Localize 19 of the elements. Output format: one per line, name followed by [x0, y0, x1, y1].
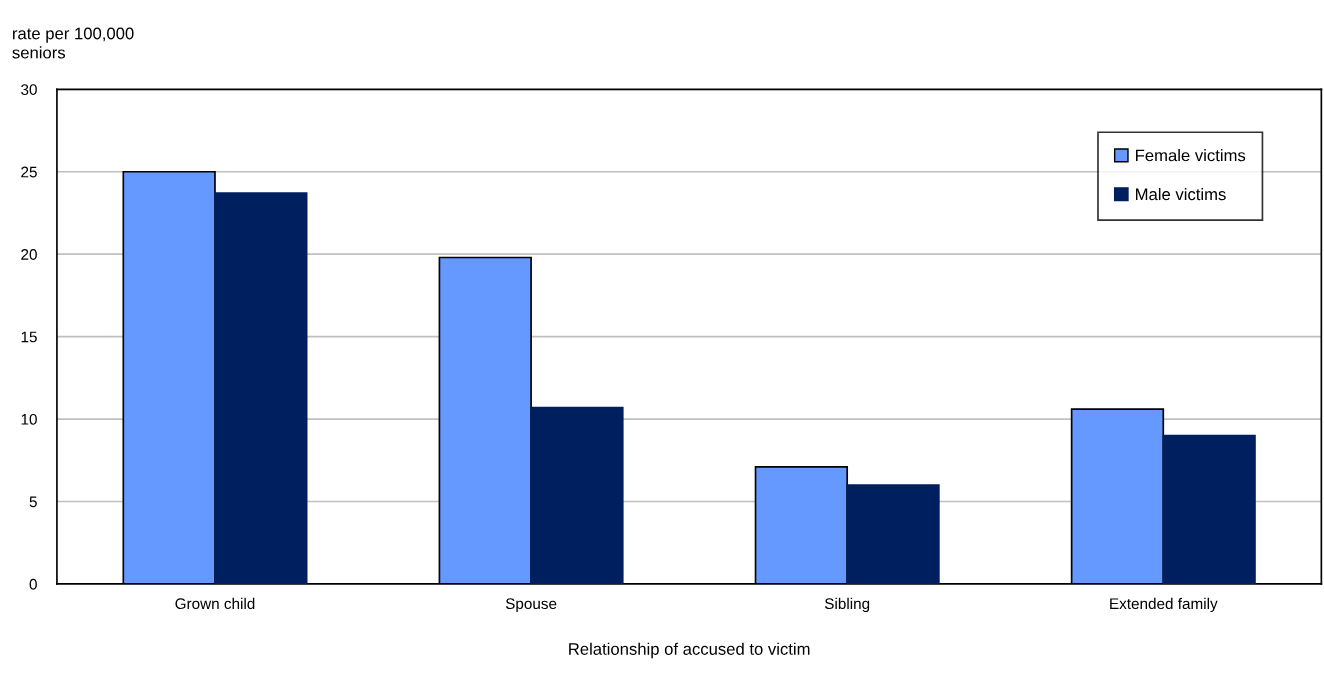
y-tick-label: 20: [21, 249, 37, 260]
y-tick-label: 10: [21, 413, 37, 425]
y-axis-title: rate per 100,000 seniors: [12, 27, 134, 59]
x-tick-label: Grown child: [175, 597, 255, 610]
y-tick-label: 5: [29, 496, 37, 508]
y-tick-label: 25: [21, 166, 37, 178]
x-tick-label: Extended family: [1110, 597, 1218, 613]
legend-label: Female victims: [1136, 149, 1246, 162]
x-axis-title: Relationship of accused to victim: [569, 642, 810, 659]
bar: [1162, 434, 1256, 584]
bar: [530, 406, 624, 584]
legend-label: Male victims: [1136, 187, 1226, 201]
y-tick-label: 30: [21, 84, 37, 95]
y-tick-label: 0: [29, 578, 37, 590]
x-tick-label: Sibling: [824, 597, 870, 613]
bar: [846, 484, 940, 584]
y-tick-label: 15: [21, 331, 37, 343]
bar: [214, 192, 308, 584]
x-tick-label: Spouse: [505, 598, 557, 613]
